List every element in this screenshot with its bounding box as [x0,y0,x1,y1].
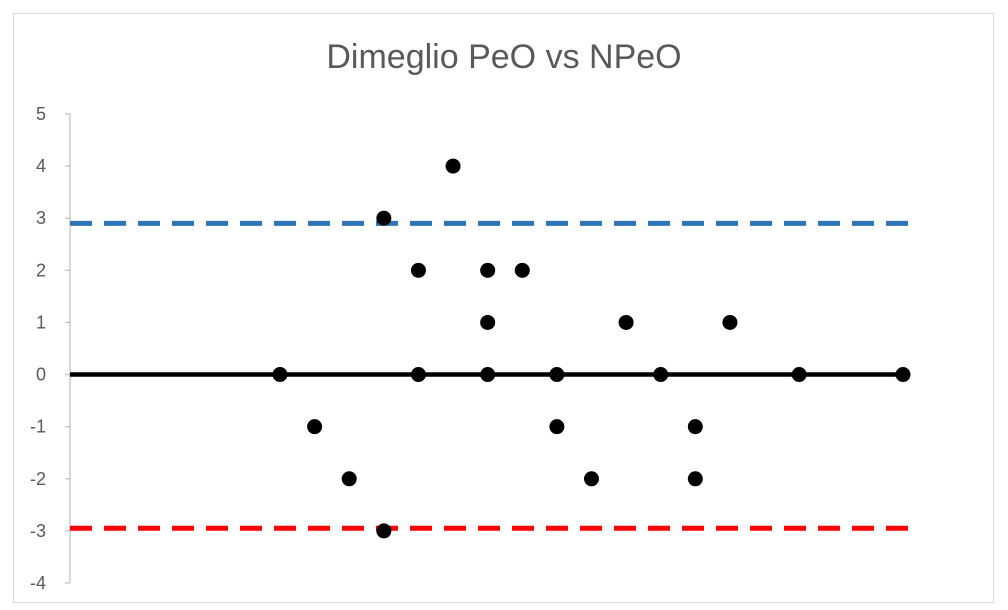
y-tick-label: -4 [30,573,46,593]
y-tick-label: -3 [30,521,46,541]
data-point [687,419,703,435]
data-point [480,314,496,330]
data-point [895,367,911,383]
y-axis: 5 4 3 2 1 0 -1 -2 -3 -4 [30,104,71,593]
data-point [376,210,392,226]
y-tick-label: 4 [36,156,46,176]
data-point [791,367,807,383]
data-point [549,367,565,383]
data-point [410,367,426,383]
data-point [272,367,288,383]
y-tick-label: 2 [36,260,46,280]
data-point [722,314,738,330]
data-point [341,471,357,487]
data-point [687,471,703,487]
data-point [307,419,323,435]
data-point [549,419,565,435]
data-point [480,367,496,383]
chart-frame [13,13,994,603]
y-tick-label: 3 [36,208,46,228]
data-point [514,262,530,278]
data-point [618,314,634,330]
data-point [480,262,496,278]
data-point [653,367,669,383]
y-tick-label: 0 [36,365,46,385]
chart-title: Dimeglio PeO vs NPeO [326,38,682,76]
y-tick-label: -2 [30,469,46,489]
data-point [376,523,392,539]
y-tick-label: 1 [36,312,46,332]
data-point [445,158,461,174]
y-tick-label: 5 [36,104,46,124]
data-point [410,262,426,278]
data-points [272,158,911,539]
y-tick-label: -1 [30,417,46,437]
data-point [584,471,599,487]
